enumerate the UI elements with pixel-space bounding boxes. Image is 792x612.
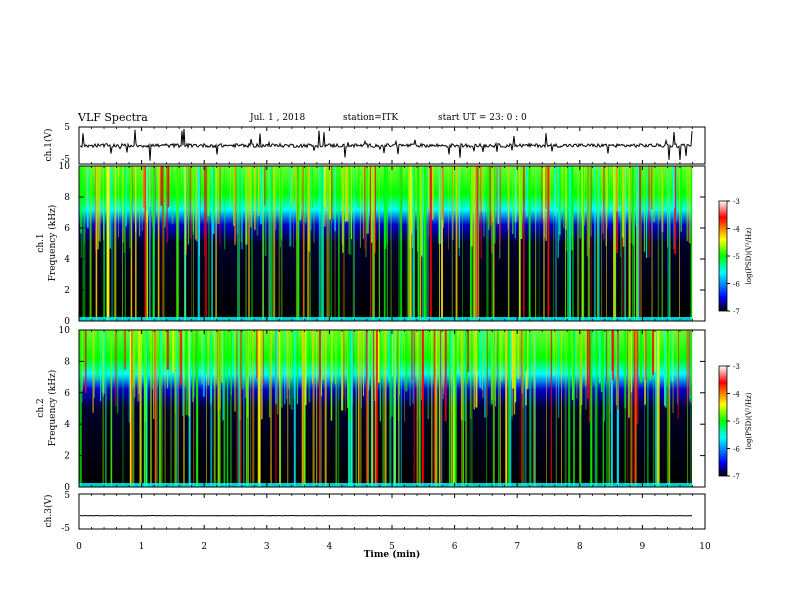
ch1-ytick-top: 5 xyxy=(64,123,70,133)
freq-tick-label: 6 xyxy=(64,389,70,399)
ch2-spec-ylabel-2: Frequency (kHz) xyxy=(47,370,58,447)
freq-tick-label: 10 xyxy=(59,326,71,336)
colorbar-tick-label: -5 xyxy=(733,418,740,426)
x-tick-label: 10 xyxy=(699,542,711,552)
ch2-spec-ylabel-1: ch.2 xyxy=(36,398,46,417)
ch1-colorbar: -3 -4 -5 -6 -7 log(PSD)(V²/Hz) xyxy=(718,198,753,316)
colorbar-tick-label: -7 xyxy=(733,308,740,316)
freq-tick-label: 8 xyxy=(64,357,70,367)
ch1-spectrogram-panel: ch.1 Frequency (kHz) 0 2 4 6 8 10 xyxy=(36,162,706,327)
colorbar-tick-label: -3 xyxy=(733,198,740,206)
ch2-colorbar-label: log(PSD)(V²/Hz) xyxy=(745,392,753,449)
colorbar-tick-label: -6 xyxy=(733,446,740,454)
freq-tick-label: 6 xyxy=(64,224,70,234)
freq-tick-label: 0 xyxy=(64,317,70,327)
ch1-waveform-line xyxy=(79,128,693,161)
freq-tick-label: 2 xyxy=(64,286,70,296)
colorbar-tick-label: -7 xyxy=(733,473,740,481)
colorbar-tick-label: -6 xyxy=(733,281,740,289)
header-start-time: start UT = 23: 0 : 0 xyxy=(438,113,527,123)
colorbar-tick-label: -4 xyxy=(733,226,740,234)
figure-title: VLF Spectra xyxy=(78,111,148,124)
x-tick-label: 0 xyxy=(76,542,82,552)
ch1-ylabel: ch.1(V) xyxy=(43,129,54,162)
ch3-ytick-bottom: -5 xyxy=(61,524,70,534)
freq-tick-label: 4 xyxy=(64,420,70,430)
ch3-ylabel: ch.3(V) xyxy=(43,495,54,528)
colorbar-tick-label: -3 xyxy=(733,363,740,371)
ch2-spectrogram-panel: ch.2 Frequency (kHz) 0 2 4 6 8 10 xyxy=(36,326,706,493)
freq-tick-label: 10 xyxy=(59,162,71,172)
freq-tick-label: 4 xyxy=(64,255,70,265)
ch1-waveform-panel: 5 -5 ch.1(V) xyxy=(43,123,706,165)
ch2-colorbar: -3 -4 -5 -6 -7 log(PSD)(V²/Hz) xyxy=(718,363,753,481)
freq-tick-label: 0 xyxy=(64,483,70,493)
x-tick-label: 3 xyxy=(264,542,270,552)
x-tick-label: 1 xyxy=(139,542,145,552)
freq-tick-label: 2 xyxy=(64,452,70,462)
ch3-ytick-top: 5 xyxy=(64,491,70,501)
time-axis: 0 1 2 3 4 5 6 7 8 9 10 Time (min) xyxy=(76,127,711,560)
colorbar-tick-label: -4 xyxy=(733,391,740,399)
header-station: station=ITK xyxy=(343,113,399,123)
x-axis-label: Time (min) xyxy=(364,549,421,560)
x-tick-label: 9 xyxy=(640,542,646,552)
x-tick-label: 6 xyxy=(452,542,458,552)
ch1-spec-ylabel-2: Frequency (kHz) xyxy=(47,205,58,282)
ch1-spec-ylabel-1: ch.1 xyxy=(36,233,46,252)
x-tick-label: 8 xyxy=(577,542,583,552)
x-tick-label: 4 xyxy=(327,542,333,552)
x-tick-label: 2 xyxy=(201,542,207,552)
ch1-colorbar-label: log(PSD)(V²/Hz) xyxy=(745,227,753,284)
x-tick-label: 7 xyxy=(514,542,520,552)
x-tick-label: 5 xyxy=(389,542,395,552)
colorbar-tick-label: -5 xyxy=(733,253,740,261)
ch1-ytick-bottom: -5 xyxy=(61,155,70,165)
ch3-waveform-panel: 5 -5 ch.3(V) xyxy=(43,491,706,534)
header-date: Jul. 1 , 2018 xyxy=(250,113,306,123)
freq-tick-label: 8 xyxy=(64,193,70,203)
